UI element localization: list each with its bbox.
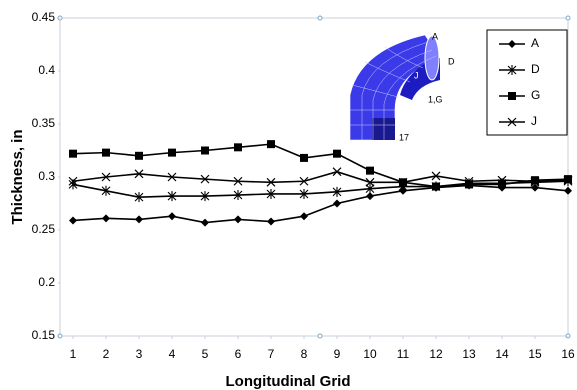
x-tick-label: 8 <box>301 347 308 361</box>
x-tick-label: 1 <box>70 347 77 361</box>
legend-label: D <box>531 62 540 76</box>
series-line <box>73 172 568 183</box>
marker <box>300 212 308 220</box>
marker <box>135 215 143 223</box>
marker <box>168 212 176 220</box>
x-axis-title: Longitudinal Grid <box>226 373 351 390</box>
legend-box <box>487 30 567 135</box>
x-tick-label: 12 <box>429 347 443 361</box>
inset-label: J <box>414 70 419 80</box>
marker <box>498 180 506 188</box>
marker <box>531 176 539 184</box>
legend-label: A <box>531 36 539 50</box>
marker <box>267 140 275 148</box>
marker <box>366 167 374 175</box>
marker <box>168 149 176 157</box>
marker <box>267 218 275 226</box>
x-tick-label: 11 <box>397 347 410 361</box>
y-tick-label: 0.25 <box>32 222 56 236</box>
inset-label: D <box>448 56 455 66</box>
marker <box>564 187 572 195</box>
marker <box>432 183 440 191</box>
marker <box>69 150 77 158</box>
marker <box>300 154 308 162</box>
marker <box>102 149 110 157</box>
inset-label: 1,G <box>428 94 443 104</box>
y-tick-label: 0.2 <box>38 275 55 289</box>
series-line <box>73 185 568 222</box>
marker <box>201 147 209 155</box>
marker <box>135 152 143 160</box>
inset-label: 17 <box>399 132 409 142</box>
marker <box>234 215 242 223</box>
selection-handle <box>566 16 570 20</box>
y-tick-label: 0.4 <box>38 63 55 77</box>
x-tick-label: 5 <box>202 347 209 361</box>
marker <box>102 214 110 222</box>
x-tick-label: 13 <box>462 347 476 361</box>
chart: A D J 1,G 17 Longitudinal Grid Thickness… <box>0 0 577 390</box>
x-tick-label: 3 <box>136 347 143 361</box>
inset-label: A <box>432 31 438 41</box>
selection-handle <box>318 16 322 20</box>
x-tick-label: 9 <box>334 347 341 361</box>
x-tick-label: 14 <box>495 347 509 361</box>
selection-handle <box>318 334 322 338</box>
legend-label: J <box>531 114 537 128</box>
inset-elbow: A D J 1,G 17 <box>350 31 455 142</box>
x-tick-label: 15 <box>528 347 542 361</box>
y-tick-label: 0.45 <box>32 10 56 24</box>
x-tick-label: 16 <box>561 347 575 361</box>
x-tick-label: 6 <box>235 347 242 361</box>
y-axis-title: Thickness, in <box>9 129 26 224</box>
marker <box>564 175 572 183</box>
x-tick-label: 2 <box>103 347 110 361</box>
marker <box>201 219 209 227</box>
x-tick-label: 4 <box>169 347 176 361</box>
marker <box>333 200 341 208</box>
legend-label: G <box>531 88 540 102</box>
marker <box>508 92 516 100</box>
y-tick-label: 0.3 <box>38 169 55 183</box>
x-tick-label: 7 <box>268 347 275 361</box>
marker <box>234 143 242 151</box>
y-tick-label: 0.35 <box>32 116 56 130</box>
marker <box>69 216 77 224</box>
x-tick-label: 10 <box>363 347 377 361</box>
marker <box>333 150 341 158</box>
y-tick-label: 0.15 <box>32 328 56 342</box>
